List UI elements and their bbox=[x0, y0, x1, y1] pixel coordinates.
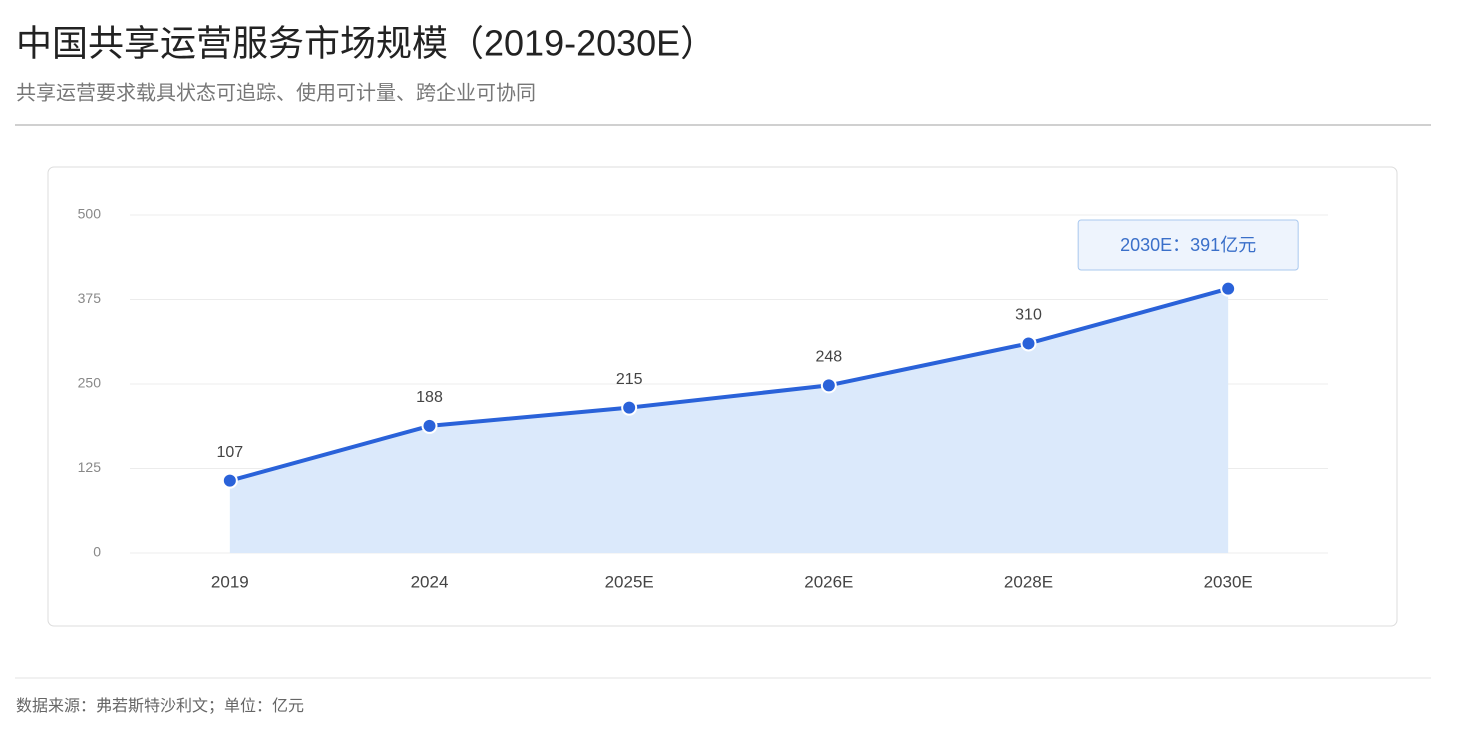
x-tick-label: 2030E bbox=[1204, 572, 1253, 591]
source-note: 数据来源：弗若斯特沙利文；单位：亿元 bbox=[16, 697, 304, 715]
x-tick-label: 2028E bbox=[1004, 572, 1053, 591]
data-point bbox=[1020, 335, 1037, 352]
data-point bbox=[221, 472, 238, 489]
data-label: 248 bbox=[815, 349, 842, 366]
data-label: 310 bbox=[1015, 307, 1042, 324]
data-point bbox=[421, 417, 438, 434]
chart-subtitle: 共享运营要求载具状态可追踪、使用可计量、跨企业可协同 bbox=[16, 81, 536, 104]
y-tick-label: 500 bbox=[78, 206, 102, 222]
x-tick-label: 2019 bbox=[211, 572, 249, 591]
line bbox=[229, 286, 1229, 483]
y-tick-label: 375 bbox=[78, 290, 102, 306]
annotation-box bbox=[1077, 219, 1299, 271]
annotation: 2030E：391亿元 bbox=[1120, 235, 1256, 255]
chart-title: 中国共享运营服务市场规模（2019-2030E） bbox=[16, 23, 716, 64]
data-label: 188 bbox=[416, 389, 443, 406]
y-tick-label: 125 bbox=[78, 459, 102, 475]
data-point bbox=[1220, 280, 1237, 297]
x-tick-label: 2024 bbox=[411, 572, 449, 591]
plot-area: 0 125 250 375 500 107 2019 188 2024 215 2025E 248 20… bbox=[78, 206, 1328, 591]
y-tick-label: 0 bbox=[93, 544, 101, 560]
data-point bbox=[820, 377, 837, 394]
x-tick-label: 2025E bbox=[605, 572, 654, 591]
data-label: 215 bbox=[616, 371, 643, 388]
data-point bbox=[621, 399, 638, 416]
data-label: 107 bbox=[216, 444, 243, 461]
x-tick-label: 2026E bbox=[804, 572, 853, 591]
y-tick-label: 250 bbox=[78, 375, 102, 391]
